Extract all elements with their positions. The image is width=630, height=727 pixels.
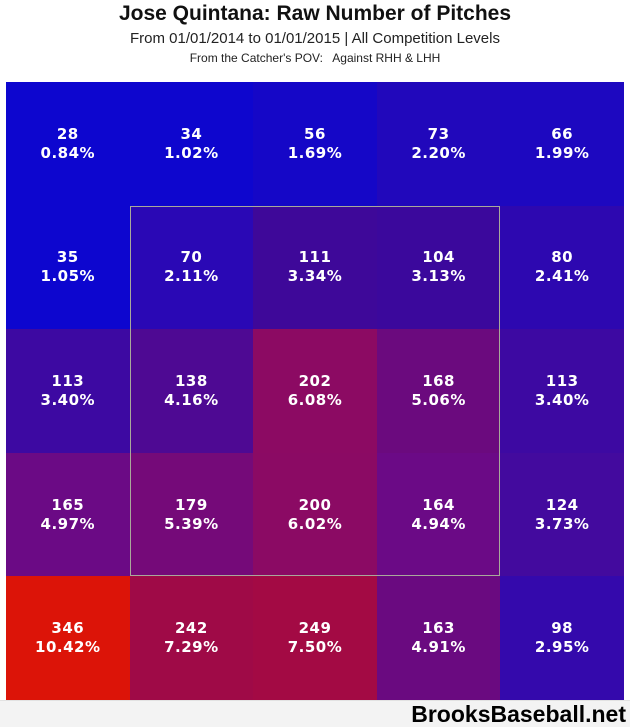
cell-count: 168 bbox=[422, 371, 455, 390]
cell-count: 202 bbox=[298, 371, 332, 390]
heatmap-cell-r2c1: 35 1.05% bbox=[6, 205, 130, 330]
cell-count: 35 bbox=[56, 248, 79, 267]
heatmap-cell-r4c4: 164 4.94% bbox=[376, 452, 501, 577]
cell-pct: 2.41% bbox=[534, 267, 590, 286]
cell-pct: 6.02% bbox=[287, 514, 343, 533]
heatmap-cell-r1c5: 66 1.99% bbox=[500, 82, 624, 206]
cell-pct: 7.29% bbox=[164, 638, 219, 657]
cell-pct: 10.42% bbox=[35, 638, 101, 657]
cell-count: 80 bbox=[551, 248, 574, 267]
cell-pct: 0.84% bbox=[40, 143, 96, 162]
heatmap-cell-r2c5: 80 2.41% bbox=[500, 205, 624, 330]
cell-pct: 2.95% bbox=[534, 638, 590, 657]
cell-count: 200 bbox=[298, 495, 332, 514]
heatmap-cell-r1c4: 73 2.20% bbox=[376, 82, 501, 206]
heatmap-cell-r5c3: 249 7.50% bbox=[253, 576, 377, 700]
heatmap-cell-r1c2: 34 1.02% bbox=[129, 82, 254, 206]
cell-count: 165 bbox=[51, 495, 85, 514]
heatmap-cell-r5c2: 242 7.29% bbox=[129, 576, 254, 700]
chart-pov-annotation: From the Catcher's POV: Against RHH & LH… bbox=[189, 51, 441, 65]
cell-pct: 3.34% bbox=[287, 267, 343, 286]
heatmap-cell-r1c3: 56 1.69% bbox=[253, 82, 377, 206]
cell-pct: 6.08% bbox=[287, 390, 343, 409]
watermark-text: BrooksBaseball.net bbox=[411, 701, 626, 727]
cell-count: 346 bbox=[51, 619, 85, 638]
heatmap-cell-r1c1: 28 0.84% bbox=[6, 82, 130, 206]
heatmap-cell-r5c1: 346 10.42% bbox=[6, 576, 130, 700]
cell-count: 66 bbox=[551, 124, 574, 143]
cell-count: 164 bbox=[422, 495, 455, 514]
heatmap-cell-r3c4: 168 5.06% bbox=[376, 329, 501, 453]
cell-pct: 1.69% bbox=[287, 143, 343, 162]
pitch-heatmap: 28 0.84% 34 1.02% 56 1.69% 73 2.20% 66 1… bbox=[6, 82, 624, 700]
cell-pct: 2.11% bbox=[164, 267, 219, 286]
cell-pct: 1.99% bbox=[534, 143, 590, 162]
cell-pct: 3.40% bbox=[40, 390, 96, 409]
cell-pct: 3.73% bbox=[534, 514, 590, 533]
cell-count: 98 bbox=[551, 619, 574, 638]
chart-title: Jose Quintana: Raw Number of Pitches bbox=[118, 2, 512, 25]
cell-pct: 1.02% bbox=[164, 143, 219, 162]
heatmap-grid: 28 0.84% 34 1.02% 56 1.69% 73 2.20% 66 1… bbox=[6, 82, 624, 700]
cell-count: 124 bbox=[545, 495, 579, 514]
heatmap-cell-r4c5: 124 3.73% bbox=[500, 452, 624, 577]
heatmap-cell-r4c2: 179 5.39% bbox=[129, 452, 254, 577]
cell-count: 70 bbox=[180, 248, 203, 267]
cell-count: 179 bbox=[174, 495, 208, 514]
cell-count: 113 bbox=[545, 371, 579, 390]
heatmap-cell-r4c3: 200 6.02% bbox=[253, 452, 377, 577]
cell-pct: 3.13% bbox=[411, 267, 466, 286]
cell-count: 242 bbox=[174, 619, 208, 638]
cell-count: 34 bbox=[180, 124, 203, 143]
chart-header: Jose Quintana: Raw Number of Pitches Fro… bbox=[0, 0, 630, 65]
cell-pct: 7.50% bbox=[287, 638, 343, 657]
heatmap-cell-r3c1: 113 3.40% bbox=[6, 329, 130, 453]
cell-count: 73 bbox=[427, 124, 450, 143]
cell-pct: 2.20% bbox=[411, 143, 466, 162]
heatmap-cell-r2c4: 104 3.13% bbox=[376, 205, 501, 330]
cell-pct: 4.97% bbox=[40, 514, 96, 533]
cell-pct: 3.40% bbox=[534, 390, 590, 409]
cell-count: 28 bbox=[56, 124, 79, 143]
cell-count: 249 bbox=[298, 619, 332, 638]
cell-count: 138 bbox=[174, 371, 208, 390]
heatmap-cell-r3c3: 202 6.08% bbox=[253, 329, 377, 453]
cell-count: 104 bbox=[422, 248, 455, 267]
cell-count: 113 bbox=[51, 371, 85, 390]
cell-count: 56 bbox=[304, 124, 326, 143]
heatmap-cell-r3c5: 113 3.40% bbox=[500, 329, 624, 453]
heatmap-cell-r2c3: 111 3.34% bbox=[253, 205, 377, 330]
cell-pct: 5.39% bbox=[164, 514, 219, 533]
cell-count: 163 bbox=[422, 619, 455, 638]
cell-count: 111 bbox=[298, 248, 332, 267]
heatmap-cell-r5c5: 98 2.95% bbox=[500, 576, 624, 700]
watermark-bar: BrooksBaseball.net bbox=[0, 700, 630, 727]
chart-subtitle: From 01/01/2014 to 01/01/2015 | All Comp… bbox=[130, 30, 500, 47]
heatmap-cell-r3c2: 138 4.16% bbox=[129, 329, 254, 453]
cell-pct: 4.94% bbox=[411, 514, 466, 533]
cell-pct: 1.05% bbox=[40, 267, 96, 286]
heatmap-cell-r4c1: 165 4.97% bbox=[6, 452, 130, 577]
cell-pct: 4.91% bbox=[411, 638, 466, 657]
heatmap-cell-r5c4: 163 4.91% bbox=[376, 576, 501, 700]
cell-pct: 4.16% bbox=[164, 390, 219, 409]
heatmap-cell-r2c2: 70 2.11% bbox=[129, 205, 254, 330]
cell-pct: 5.06% bbox=[411, 390, 466, 409]
